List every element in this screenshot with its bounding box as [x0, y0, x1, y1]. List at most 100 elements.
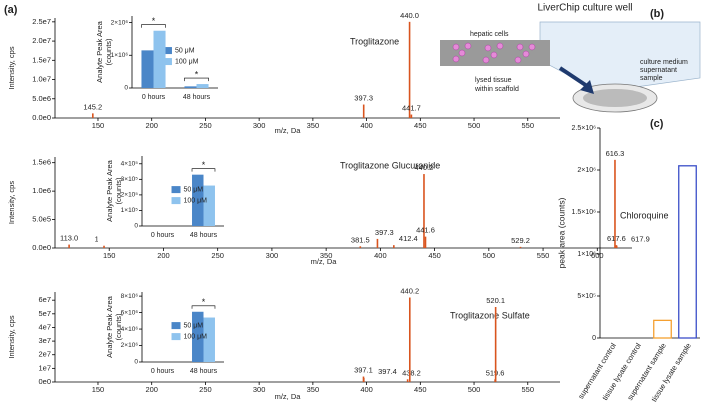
y-tick-label: 1e7 [38, 363, 51, 372]
hepatic-cells [452, 42, 536, 64]
legend-swatch [171, 186, 181, 194]
x-tick-label: 300 [266, 251, 279, 260]
x-tick-label: 350 [320, 251, 333, 260]
bar [192, 174, 204, 226]
significance-bracket [184, 77, 209, 82]
x-tick-label: 150 [92, 121, 105, 130]
bar [196, 84, 209, 88]
bar [153, 30, 166, 88]
y-axis-label: (counts) [104, 38, 113, 66]
y-tick-label: 5×10⁵ [577, 293, 596, 300]
peak-label: 617.6 [607, 234, 626, 243]
y-tick-label: 0 [124, 85, 128, 92]
significance-label: * [202, 160, 206, 170]
arrow [558, 66, 592, 90]
x-tick-label: 450 [414, 385, 427, 394]
x-tick-label: 500 [468, 121, 481, 130]
diagram-label: lysed tissue [475, 77, 512, 84]
x-tick-label: 48 hours [190, 368, 218, 375]
diagram-label: within scaffold [474, 86, 519, 93]
bar [678, 165, 697, 339]
peak-label: 438.2 [402, 368, 421, 377]
bar [203, 185, 215, 226]
x-tick-label: 0 hours [151, 368, 175, 375]
x-tick-label: 400 [360, 385, 373, 394]
peak-label: 441.7 [402, 104, 421, 113]
significance-label: * [202, 297, 206, 307]
y-tick-label: 0 [134, 223, 138, 230]
y-tick-label: 1.0e7 [32, 75, 51, 84]
peak-label: 397.4 [378, 367, 397, 376]
x-tick-label: 250 [199, 385, 212, 394]
x-tick-label: 150 [92, 385, 105, 394]
x-tick-label: 500 [468, 385, 481, 394]
legend-swatch [171, 322, 181, 330]
significance-bracket [191, 305, 216, 309]
legend-label: 100 μM [175, 58, 199, 65]
peak-label: 520.1 [486, 296, 505, 305]
peak-label: 397.3 [375, 228, 394, 237]
y-tick-label: 1.0e6 [32, 186, 51, 195]
well [539, 21, 701, 93]
legend-label: 50 μM [184, 322, 204, 329]
y-tick-label: 5.0e6 [32, 94, 51, 103]
x-tick-label: 48 hours [183, 94, 211, 101]
bar [653, 319, 672, 339]
peak-label: 381.5 [351, 235, 370, 244]
peak-label: 529.2 [511, 236, 530, 245]
y-tick-label: 2.5×10⁶ [572, 125, 597, 132]
x-axis-label: m/z, Da [275, 126, 302, 135]
legend-label: 100 μM [184, 197, 208, 204]
x-tick-label: 350 [307, 121, 320, 130]
bar [203, 317, 215, 362]
peak-label: 412.4 [399, 234, 418, 243]
x-tick-label: 450 [428, 251, 441, 260]
y-tick-label: 1×10⁶ [111, 52, 129, 59]
panel-label: (c) [650, 118, 664, 130]
x-tick-label: 200 [157, 251, 170, 260]
liverchip-diagram: LiverChip culture well hepatic cells lys… [440, 3, 701, 113]
peak-label: 616.3 [606, 149, 625, 158]
x-tick-label: 200 [145, 121, 158, 130]
y-tick-label: 5e7 [38, 309, 51, 318]
y-axis-label: Intensity, cps [7, 46, 16, 89]
legend-swatch [162, 58, 172, 66]
diagram-title: LiverChip culture well [537, 3, 632, 14]
legend-label: 100 μM [184, 333, 208, 340]
diagram-label: culture medium [640, 59, 688, 66]
peak-label: 397.3 [354, 94, 373, 103]
y-tick-label: 5.0e5 [32, 215, 51, 224]
bar [184, 86, 197, 88]
x-tick-label: 450 [414, 121, 427, 130]
dish-scaffold [583, 89, 647, 107]
y-tick-label: 6×10⁶ [121, 309, 139, 316]
y-axis-label: peak area (counts) [556, 197, 566, 268]
x-tick-label: 500 [483, 251, 496, 260]
y-tick-label: 1×10⁶ [577, 251, 596, 258]
y-tick-label: 3e7 [38, 336, 51, 345]
y-tick-label: 2.0e7 [32, 36, 51, 45]
x-tick-label: 300 [253, 121, 266, 130]
compound-name: Troglitazone Glucuronide [340, 160, 440, 170]
x-tick-label: 350 [307, 385, 320, 394]
legend-swatch [162, 47, 172, 55]
panel-label: (a) [4, 4, 18, 16]
significance-bracket [141, 24, 166, 28]
bar [192, 311, 204, 362]
legend-swatch [171, 197, 181, 205]
bar [141, 50, 154, 88]
x-tick-label: 550 [537, 251, 550, 260]
y-axis-label: Intensity, cps [7, 315, 16, 358]
y-tick-label: 2×10⁶ [121, 342, 139, 349]
x-tick-label: 250 [211, 251, 224, 260]
y-tick-label: 1.5e7 [32, 55, 51, 64]
y-tick-label: 2×10⁶ [111, 19, 129, 26]
significance-bracket [191, 168, 216, 172]
x-tick-label: 0 hours [151, 232, 175, 239]
x-tick-label: 48 hours [190, 232, 218, 239]
peak-label: 145.2 [83, 102, 102, 111]
x-tick-label: 0 hours [142, 94, 166, 101]
y-tick-label: 1.5e6 [32, 158, 51, 167]
